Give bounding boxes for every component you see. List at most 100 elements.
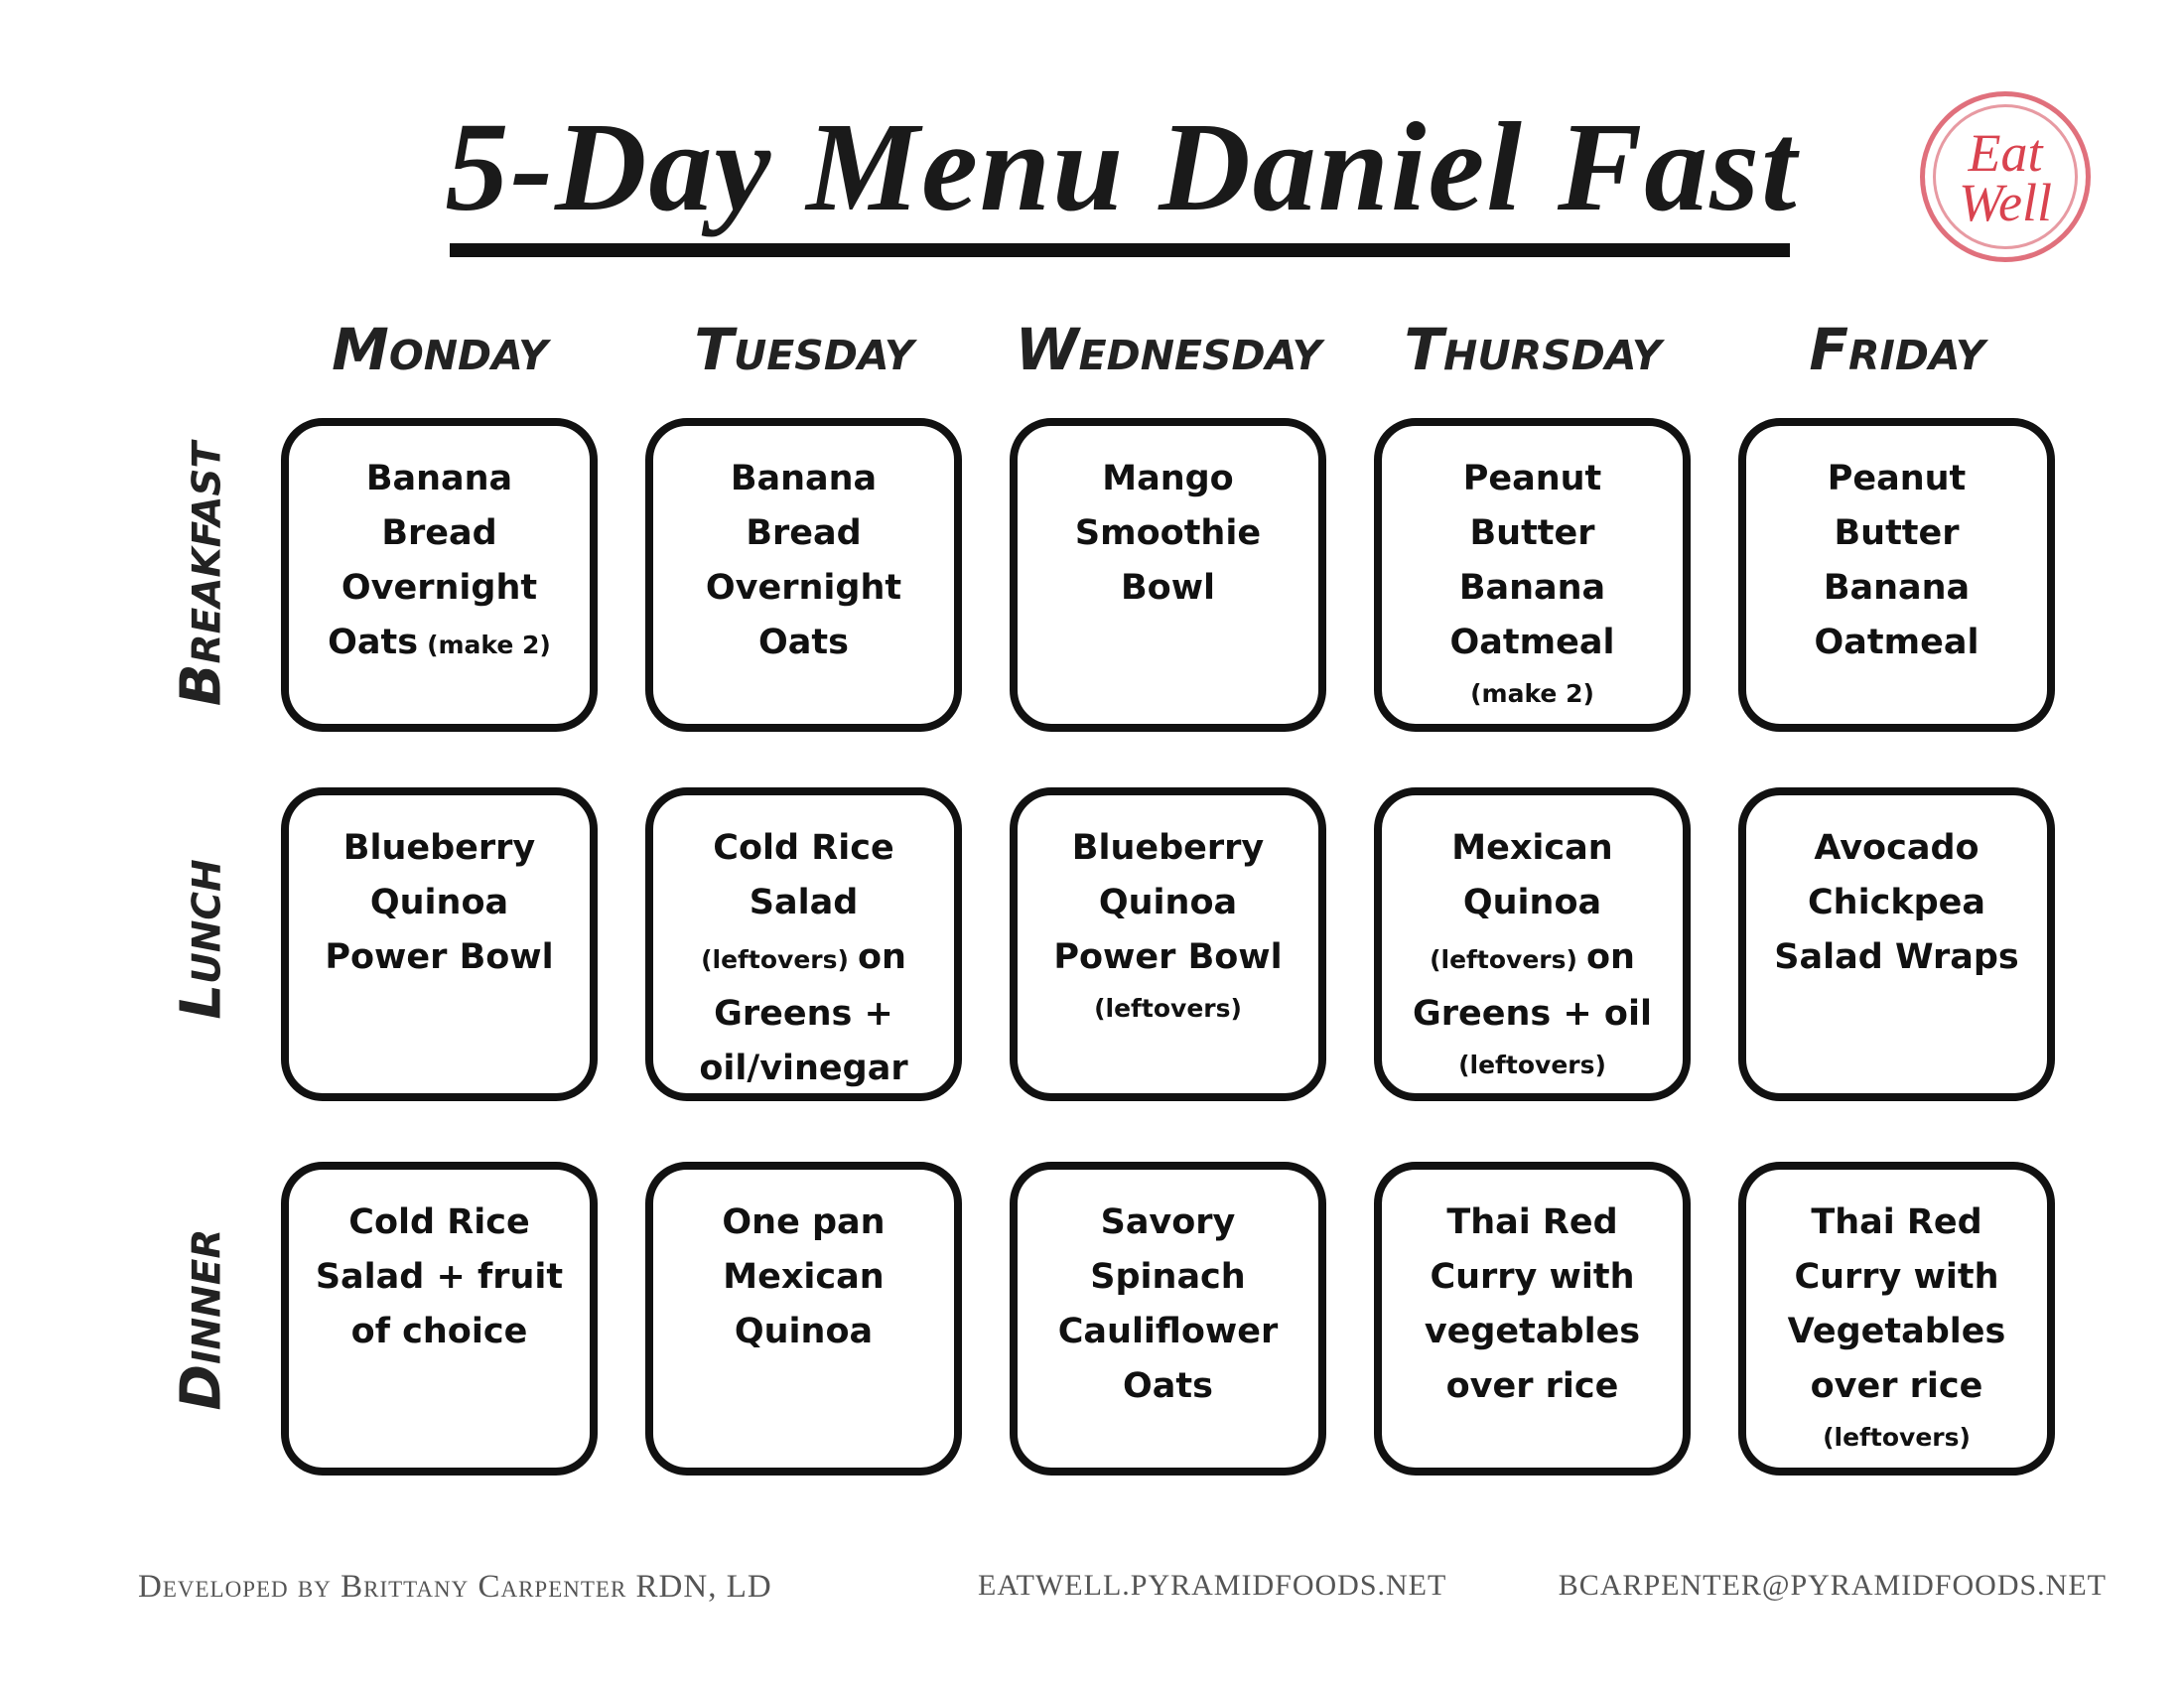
dish-text: Power Bowl [325,937,554,977]
cell-line: Banana [289,452,590,506]
cell-line: Power Bowl [1018,930,1318,985]
menu-cell: Cold Rice Salad (leftovers) on Greens + oil/v… [645,787,962,1101]
menu-cell: One pan Mexican Quinoa [645,1162,962,1476]
dish-text: oil/vinegar [699,1049,908,1088]
cell-line: Savory [1018,1196,1318,1250]
dish-text: Quinoa [1462,883,1602,922]
dish-text: Blueberry [1071,828,1265,868]
day-header: Tuesday [694,316,914,383]
cell-line: over rice [1746,1359,2047,1414]
cell-line: Curry with [1746,1250,2047,1305]
logo-text: Well [1959,173,2052,232]
menu-cell: Mango Smoothie Bowl [1010,418,1326,732]
dish-text: Cold Rice [348,1202,530,1242]
footer-website: EATWELL.PYRAMIDFOODS.NET [978,1569,1447,1602]
menu-cell: Avocado Chickpea Salad Wraps [1738,787,2055,1101]
cell-line: Oats [653,616,954,670]
dish-note: (leftovers) [1094,994,1242,1023]
dish-text: Salad + fruit [315,1257,564,1297]
logo: Eat Well [1920,91,2091,262]
cell-line: Vegetables [1746,1305,2047,1359]
dish-text: Bread [381,513,497,553]
dish-text: Oatmeal [1449,623,1615,662]
dish-text: Banana [1458,568,1606,608]
dish-text: Banana [1823,568,1971,608]
day-header: Monday [332,316,548,383]
cell-line: Butter [1746,506,2047,561]
dish-text: vegetables [1424,1312,1641,1351]
day-header: Wednesday [1015,316,1322,383]
dish-text: Butter [1834,513,1960,553]
cell-line: oil/vinegar [653,1042,954,1096]
dish-text: Blueberry [342,828,536,868]
dish-note: (make 2) [427,631,551,659]
cell-line: One pan [653,1196,954,1250]
dish-text: Thai Red [1811,1202,1982,1242]
logo-text: Eat [1968,123,2043,183]
cell-line: Bowl [1018,561,1318,616]
cell-line: Peanut [1382,452,1683,506]
dish-note: (leftovers) [1823,1423,1971,1452]
dish-text: Overnight [705,568,902,608]
dish-text: Avocado [1814,828,1979,868]
menu-cell: Blueberry Quinoa Power Bowl [281,787,598,1101]
menu-cell: Banana Bread Overnight Oats (make 2) [281,418,598,732]
dish-text: Butter [1469,513,1595,553]
dish-note: (leftovers) [701,945,849,974]
menu-cell: Thai Red Curry with vegetables over rice [1374,1162,1691,1476]
dish-text: Quinoa [369,883,509,922]
cell-line: of choice [289,1305,590,1359]
cell-line: Quinoa [653,1305,954,1359]
menu-cell: Cold Rice Salad + fruit of choice [281,1162,598,1476]
cell-line: Curry with [1382,1250,1683,1305]
footer-email: BCARPENTER@PYRAMIDFOODS.NET [1558,1569,2107,1602]
cell-line: Oatmeal [1382,616,1683,670]
dish-text: Curry with [1430,1257,1635,1297]
cell-line: Butter [1382,506,1683,561]
dish-text: over rice [1810,1366,1983,1406]
day-header: Friday [1809,316,1985,383]
cell-line: Power Bowl [289,930,590,985]
dish-text: Quinoa [734,1312,874,1351]
cell-line: Salad [653,876,954,930]
cell-line: vegetables [1382,1305,1683,1359]
cell-line: Salad Wraps [1746,930,2047,985]
cell-line: Oats (make 2) [289,616,590,672]
cell-line: Banana [1382,561,1683,616]
dish-text: Mango [1102,459,1234,498]
dish-note: (leftovers) [1430,945,1577,974]
dish-text: Smoothie [1074,513,1262,553]
menu-cell: Mexican Quinoa (leftovers) on Greens + oil (l… [1374,787,1691,1101]
dish-text: Overnight [341,568,538,608]
dish-text: Oatmeal [1814,623,1979,662]
menu-cell: Thai Red Curry with Vegetables over rice (le… [1738,1162,2055,1476]
dish-text: Salad Wraps [1774,937,2019,977]
cell-line: Thai Red [1382,1196,1683,1250]
cell-line: Smoothie [1018,506,1318,561]
dish-text: Oats [758,623,849,662]
dish-text: Vegetables [1787,1312,2006,1351]
dish-text: Oats [328,623,419,662]
title: 5-Day Menu Daniel Fast [445,96,1799,237]
cell-line: Oats [1018,1359,1318,1414]
dish-text: Chickpea [1807,883,1986,922]
meal-label: Lunch [169,859,234,1020]
dish-text: Mexican [1451,828,1613,868]
dish-note: (leftovers) [1458,1051,1606,1079]
cell-line: Greens + [653,987,954,1042]
dish-text: Mexican [723,1257,885,1297]
cell-line: Avocado [1746,821,2047,876]
dish-text: One pan [722,1202,886,1242]
cell-line: Blueberry [289,821,590,876]
cell-line: Oatmeal [1746,616,2047,670]
day-header: Thursday [1404,316,1662,383]
dish-note: (make 2) [1470,679,1594,708]
dish-text: Curry with [1794,1257,1999,1297]
dish-text: Quinoa [1098,883,1238,922]
footer-credit: Developed by Brittany Carpenter RDN, LD [138,1569,772,1605]
dish-text: Cold Rice [713,828,894,868]
cell-line: Spinach [1018,1250,1318,1305]
cell-line: Banana [1746,561,2047,616]
menu-cell: Peanut Butter Banana Oatmeal [1738,418,2055,732]
cell-line: Quinoa [1382,876,1683,930]
